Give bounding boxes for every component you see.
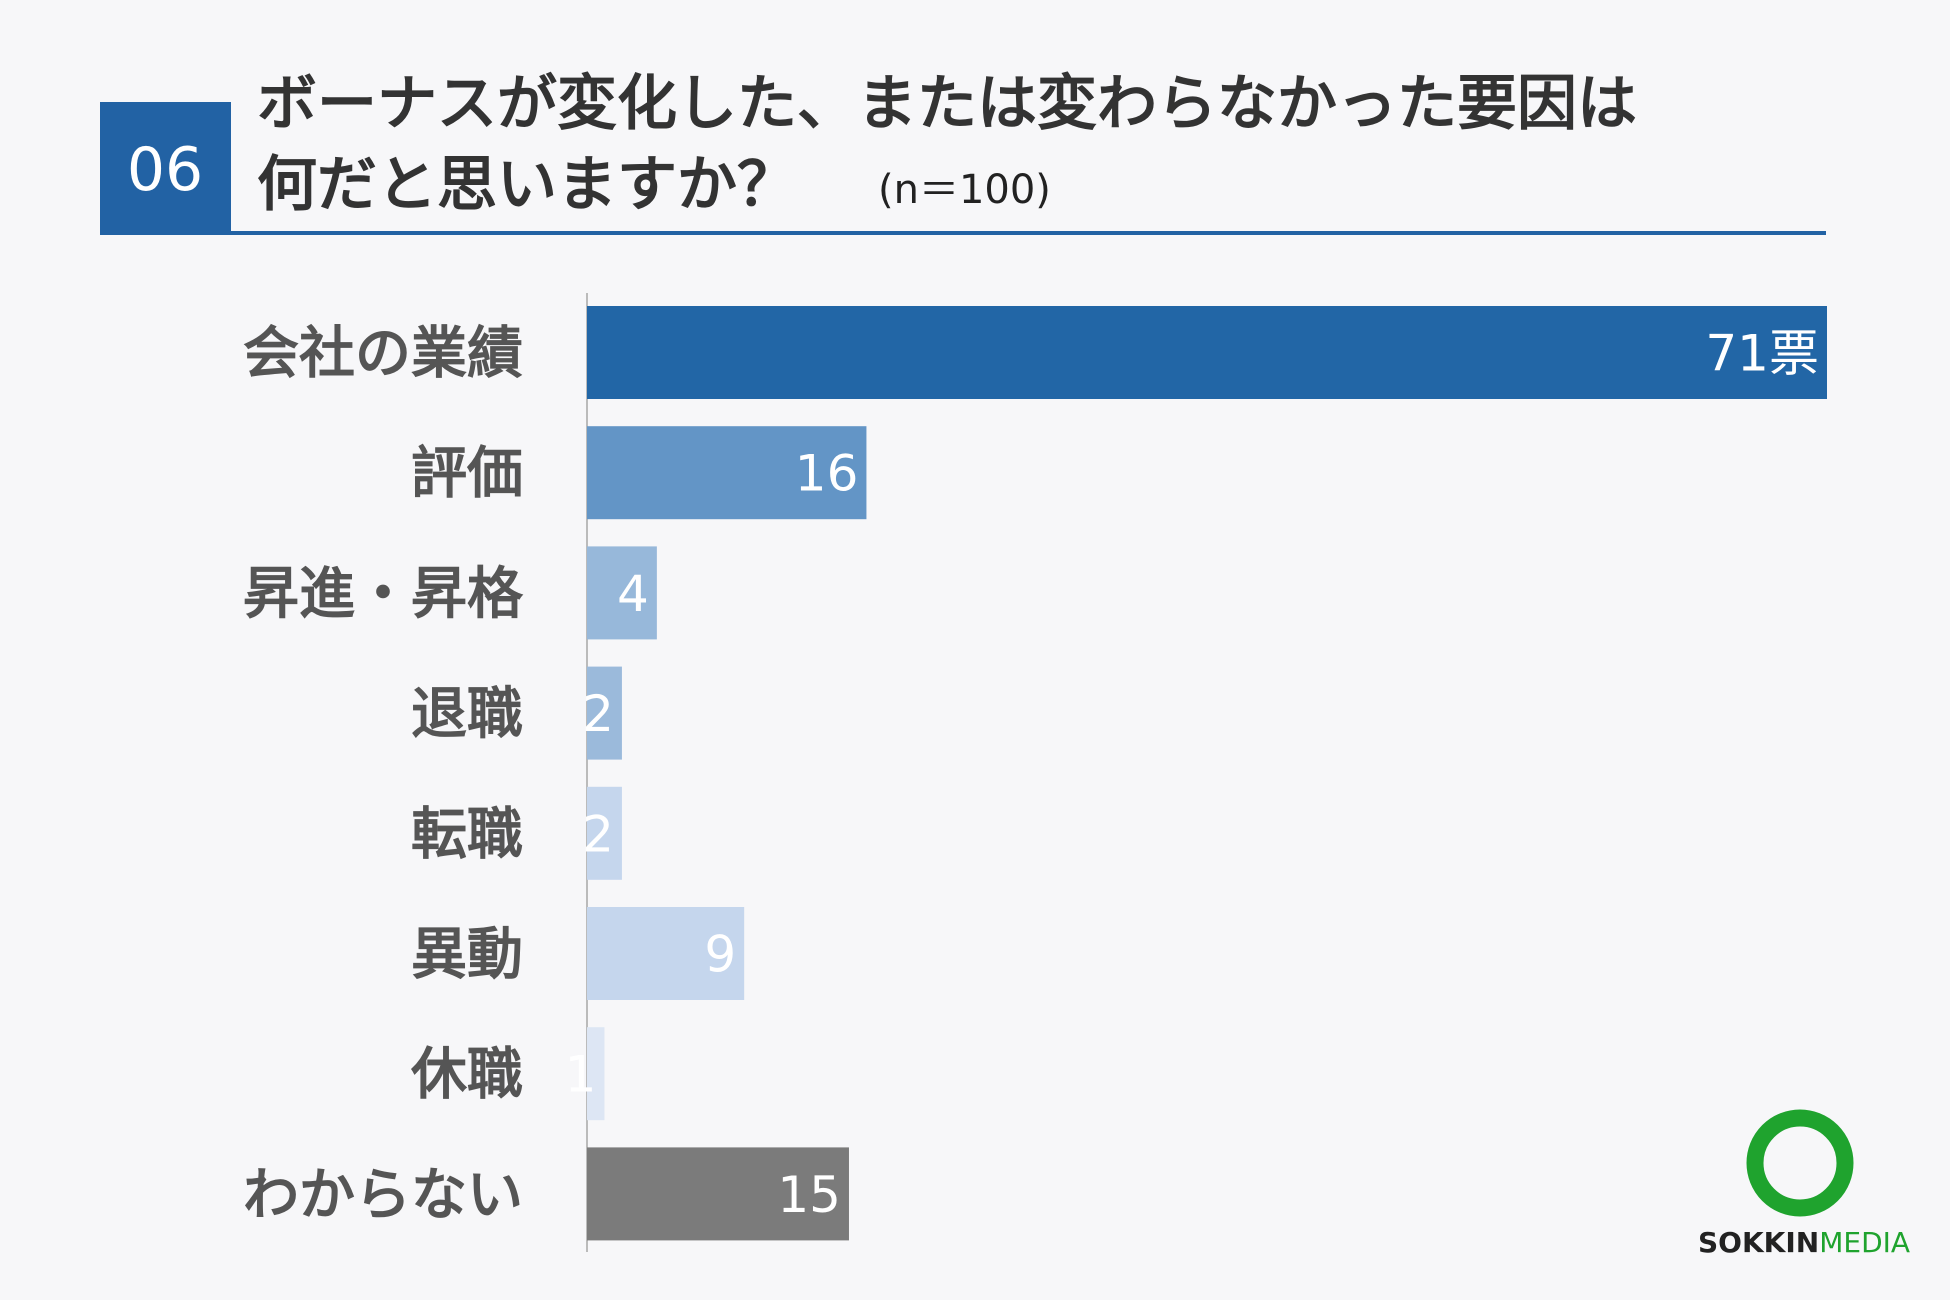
y-tick-label: 昇進・昇格 (243, 562, 524, 627)
bar (587, 786, 622, 880)
logo-ring (1746, 1109, 1854, 1217)
bar (587, 426, 867, 520)
logo-text: SOKKINMEDIA (1698, 1226, 1910, 1259)
chart-title: 何だと思いますか？ (257, 150, 797, 220)
bar (587, 666, 622, 760)
value-label: 1 (565, 1046, 597, 1104)
value-label: 71票 (1705, 325, 1819, 383)
bar (587, 1147, 849, 1241)
y-tick-label: わからない (243, 1163, 523, 1228)
value-label: 15 (777, 1166, 841, 1224)
y-tick-label: 異動 (411, 923, 523, 988)
logo-part: MEDIA (1819, 1226, 1910, 1259)
bar (587, 546, 657, 640)
y-tick-label: 評価 (411, 442, 523, 507)
value-label: 9 (704, 926, 736, 984)
bar (587, 306, 1827, 399)
badge-number: 06 (127, 135, 203, 205)
badge (100, 102, 231, 233)
y-tick-label: 休職 (410, 1043, 523, 1108)
value-label: 16 (795, 445, 859, 503)
y-tick-label: 転職 (411, 802, 523, 867)
bar (587, 1027, 605, 1121)
value-label: 2 (582, 805, 614, 863)
logo-part: SOKKIN (1698, 1226, 1819, 1259)
value-label: 2 (582, 685, 614, 743)
value-label: 4 (617, 565, 649, 623)
y-tick-label: 退職 (411, 682, 523, 747)
chart-title: ボーナスが変化した、または変わらなかった要因は (257, 69, 1637, 139)
bar (587, 907, 745, 1000)
y-tick-label: 会社の業績 (243, 322, 523, 387)
chart-subtitle: (n＝100) (878, 167, 1051, 213)
